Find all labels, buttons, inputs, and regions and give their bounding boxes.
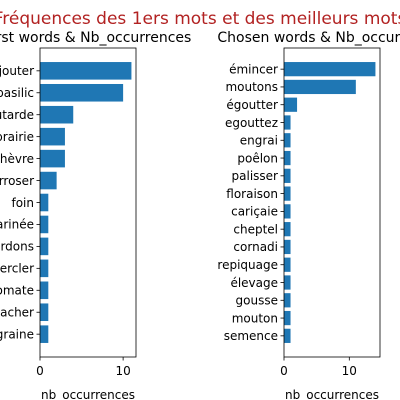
ytick-label: engrai xyxy=(240,134,278,148)
ytick-label: tomate xyxy=(0,284,34,298)
xtick-label: 0 xyxy=(280,364,288,378)
bar-hacher xyxy=(40,303,49,322)
ytick-label: basilic xyxy=(0,86,34,100)
bar-tomate xyxy=(40,281,49,300)
bar-repiquage xyxy=(284,257,291,272)
ytick-label: moutarde xyxy=(0,108,34,122)
bar-poêlon xyxy=(284,150,291,166)
bar-floraison xyxy=(284,186,291,201)
bar-élevage xyxy=(284,275,291,290)
ytick-label: marinée xyxy=(0,218,34,232)
bar-engrai xyxy=(284,133,291,148)
ytick-label: moutons xyxy=(225,80,278,94)
chart-first-words: ajouter basilic moutarde prairie chèvre arros… xyxy=(0,30,191,400)
bar-basilic xyxy=(40,83,124,102)
ytick-label: hacher xyxy=(0,306,34,320)
ytick-label: cornadi xyxy=(233,240,278,254)
bar-moutarde xyxy=(40,105,74,124)
chart-chosen-words: émincer moutons égoutter egouttez engrai poêl… xyxy=(217,30,400,400)
x-axis-label: nb_occurrences xyxy=(41,388,135,400)
axes-frame xyxy=(39,47,137,358)
bar-cariçaie xyxy=(284,204,291,219)
bar-cheptel xyxy=(284,222,291,237)
ytick-label: prairie xyxy=(0,130,34,144)
xtick-label: 0 xyxy=(36,364,44,378)
bar-lardons xyxy=(40,237,49,256)
bar-foin xyxy=(40,193,49,212)
ytick-label: cheptel xyxy=(233,222,278,236)
bar-chèvre xyxy=(40,149,65,168)
ytick-label: égoutter xyxy=(226,98,278,112)
bar-marinée xyxy=(40,215,49,234)
bar-gousse xyxy=(284,293,291,308)
axes-title: Chosen words & Nb_occurrences xyxy=(217,30,400,46)
ytick-label: repiquage xyxy=(217,258,278,272)
bar-moutons xyxy=(284,79,356,95)
bar-cornadi xyxy=(284,239,291,255)
bar-égoutter xyxy=(284,97,298,112)
ytick-label: palisser xyxy=(232,169,279,183)
ytick-label: émincer xyxy=(229,62,278,76)
ytick-label: lardons xyxy=(0,240,34,254)
ytick-label: graine xyxy=(0,327,34,341)
xtick-label: 10 xyxy=(342,364,357,378)
ytick-label: chèvre xyxy=(0,152,34,166)
ytick-label: élevage xyxy=(230,276,278,290)
figure-suptitle: Fréquences des 1ers mots et des meilleur… xyxy=(0,9,400,29)
xtick-label: 10 xyxy=(115,364,130,378)
bar-ajouter xyxy=(40,62,132,80)
axes-title: First words & Nb_occurrences xyxy=(0,30,191,46)
bar-prairie xyxy=(40,127,65,146)
axes-frame xyxy=(283,47,381,358)
ytick-label: ajouter xyxy=(0,64,34,78)
bar-encercler xyxy=(40,259,49,278)
ytick-label: mouton xyxy=(232,311,278,325)
ytick-label: arroser xyxy=(0,174,34,188)
bar-graine xyxy=(40,325,49,343)
x-axis-label: nb_occurrences xyxy=(285,388,379,400)
ytick-label: poêlon xyxy=(237,151,278,165)
bar-arroser xyxy=(40,171,57,190)
ytick-label: semence xyxy=(224,329,278,343)
ytick-label: gousse xyxy=(236,294,278,308)
bar-mouton xyxy=(284,310,291,326)
bar-palisser xyxy=(284,168,291,183)
ytick-label: foin xyxy=(11,196,34,210)
ytick-label: cariçaie xyxy=(231,205,278,219)
ytick-label: floraison xyxy=(226,187,278,201)
ytick-label: encercler xyxy=(0,262,34,276)
bar-egouttez xyxy=(284,115,291,130)
bar-semence xyxy=(284,328,291,343)
ytick-label: egouttez xyxy=(225,116,278,130)
bar-émincer xyxy=(284,62,376,77)
